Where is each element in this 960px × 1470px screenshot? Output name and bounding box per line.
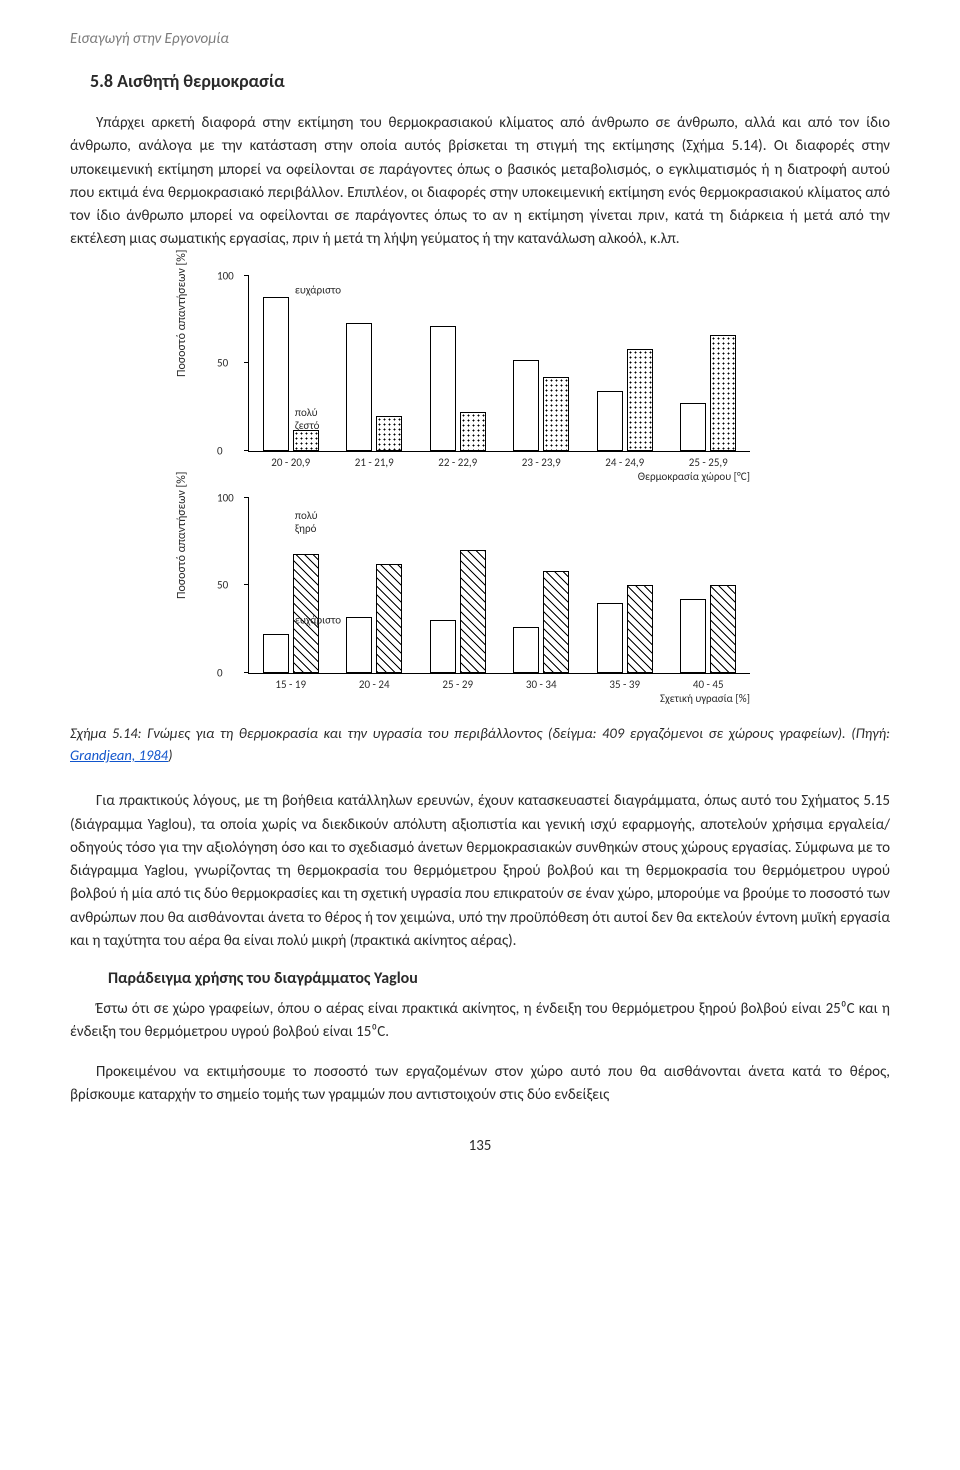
xlabel: 25 - 25,9 <box>667 456 751 469</box>
xlabel: 15 - 19 <box>249 678 333 691</box>
bar-group: 21 - 21,9 <box>333 276 417 451</box>
bar-group: 15 - 19 <box>249 498 333 673</box>
caption-post: ) <box>168 746 172 764</box>
xlabel: 35 - 39 <box>583 678 667 691</box>
bar-series-b <box>376 416 402 451</box>
bar-series-a <box>346 323 372 451</box>
running-header: Εισαγωγή στην Εργονομία <box>70 30 890 48</box>
bar-group: 40 - 45 <box>667 498 751 673</box>
bar-series-b <box>376 564 402 673</box>
bar-series-b <box>710 585 736 673</box>
bar-group: 22 - 22,9 <box>416 276 500 451</box>
caption-link[interactable]: Grandjean, 1984 <box>70 746 168 764</box>
bar-group: 25 - 25,9 <box>667 276 751 451</box>
xlabel: 25 - 29 <box>416 678 500 691</box>
bar-series-a <box>513 627 539 673</box>
bar-series-a <box>430 620 456 673</box>
bar-series-a <box>597 391 623 451</box>
bar-series-b <box>543 377 569 451</box>
ytick: 100 <box>217 491 234 504</box>
xlabel: 20 - 24 <box>333 678 417 691</box>
caption-pre: Σχήμα 5.14: Γνώμες για τη θερμοκρασία κα… <box>70 724 890 742</box>
bar-series-b <box>460 412 486 451</box>
xlabel: 40 - 45 <box>667 678 751 691</box>
bar-series-a <box>597 603 623 673</box>
xaxis-title-top: Θερμοκρασία χώρου [°C] <box>638 470 750 483</box>
paragraph-4-text: Προκειμένου να εκτιμήσουμε το ποσοστό τω… <box>70 1063 890 1104</box>
example-heading: Παράδειγμα χρήσης του διαγράμματος Yaglo… <box>108 969 890 988</box>
bar-group: 35 - 39 <box>583 498 667 673</box>
bar-series-a <box>513 360 539 451</box>
bar-group: 25 - 29 <box>416 498 500 673</box>
bar-group: 20 - 20,9 <box>249 276 333 451</box>
ylabel-bot: Ποσοστό απαντήσεων [%] <box>175 471 189 598</box>
bar-series-b <box>543 571 569 673</box>
xlabel: 20 - 20,9 <box>249 456 333 469</box>
bar-series-b <box>293 430 319 451</box>
bar-series-b <box>627 585 653 673</box>
bar-series-a <box>263 634 289 673</box>
figure-caption: Σχήμα 5.14: Γνώμες για τη θερμοκρασία κα… <box>70 722 890 767</box>
bar-series-a <box>263 297 289 451</box>
chart-humidity: Ποσοστό απαντήσεων [%] 15 - 1920 - 2425 … <box>200 490 760 708</box>
xlabel: 30 - 34 <box>500 678 584 691</box>
bar-group: 20 - 24 <box>333 498 417 673</box>
chart-annotation: ευχάριστο <box>295 614 341 627</box>
chart-annotation: ευχάριστο <box>295 283 341 296</box>
bar-series-a <box>680 599 706 673</box>
bar-group: 23 - 23,9 <box>500 276 584 451</box>
paragraph-2: Για πρακτικούς λόγους, με τη βοήθεια κατ… <box>70 790 890 953</box>
ytick: 50 <box>217 357 228 370</box>
section-title: 5.8 Αισθητή θερμοκρασία <box>70 70 890 92</box>
xlabel: 23 - 23,9 <box>500 456 584 469</box>
bar-series-b <box>627 349 653 451</box>
chart-annotation: πολύ ζεστό <box>295 406 320 432</box>
bar-group: 24 - 24,9 <box>583 276 667 451</box>
ylabel-top: Ποσοστό απαντήσεων [%] <box>175 249 189 376</box>
page-number: 135 <box>70 1137 890 1155</box>
paragraph-4: Προκειμένου να εκτιμήσουμε το ποσοστό τω… <box>70 1061 890 1108</box>
ytick: 50 <box>217 579 228 592</box>
bar-series-a <box>346 617 372 673</box>
chart-temperature: Ποσοστό απαντήσεων [%] 20 - 20,921 - 21,… <box>200 268 760 486</box>
xlabel: 22 - 22,9 <box>416 456 500 469</box>
chart-annotation: πολύ ξηρό <box>295 509 318 535</box>
ytick: 100 <box>217 269 234 282</box>
bar-series-a <box>680 403 706 450</box>
paragraph-1-text: Υπάρχει αρκετή διαφορά στην εκτίμηση του… <box>70 114 890 248</box>
paragraph-1: Υπάρχει αρκετή διαφορά στην εκτίμηση του… <box>70 112 890 252</box>
ytick: 0 <box>217 444 223 457</box>
xlabel: 21 - 21,9 <box>333 456 417 469</box>
paragraph-3-text: Έστω ότι σε χώρο γραφείων, όπου ο αέρας … <box>70 1000 890 1041</box>
ytick: 0 <box>217 666 223 679</box>
xaxis-title-bot: Σχετική υγρασία [%] <box>660 692 750 705</box>
bar-series-b <box>710 335 736 451</box>
xlabel: 24 - 24,9 <box>583 456 667 469</box>
bar-series-b <box>460 550 486 673</box>
figure-5-14: Ποσοστό απαντήσεων [%] 20 - 20,921 - 21,… <box>200 268 760 708</box>
bar-series-a <box>430 326 456 450</box>
paragraph-2-text: Για πρακτικούς λόγους, με τη βοήθεια κατ… <box>70 792 890 950</box>
paragraph-3: Έστω ότι σε χώρο γραφείων, όπου ο αέρας … <box>70 998 890 1045</box>
bar-group: 30 - 34 <box>500 498 584 673</box>
